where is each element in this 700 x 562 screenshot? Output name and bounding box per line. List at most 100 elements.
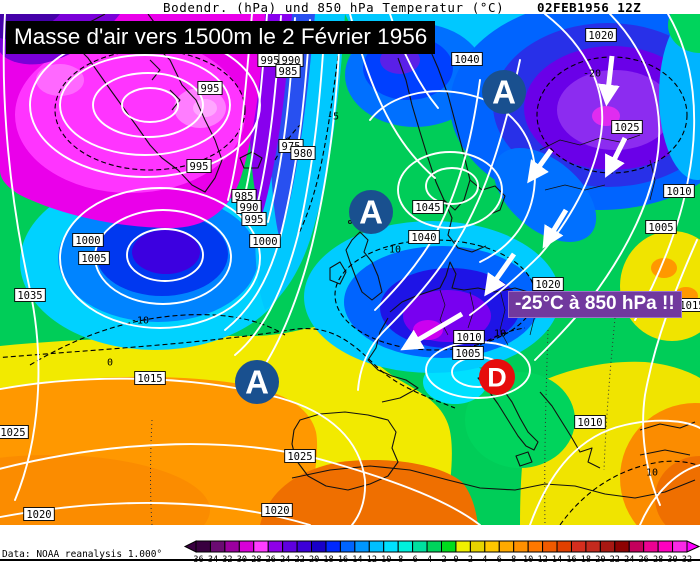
pressure-label: 1020 [588, 30, 613, 42]
colorbar-cell [253, 540, 269, 553]
colorbar-tick-label: 20 [595, 555, 605, 562]
colorbar-cell [614, 540, 630, 553]
colorbar-tick-label: 24 [624, 555, 634, 562]
pressure-label-box [532, 277, 564, 291]
colorbar-tick-label: 0 [453, 555, 458, 562]
colorbar-cell [585, 540, 601, 553]
colorbar-tick-label: 2 [468, 555, 473, 562]
wind-arrow [542, 208, 569, 249]
pressure-label: 1020 [535, 279, 560, 291]
pressure-center-markers: A A A D [235, 70, 526, 404]
pressure-label-box [186, 159, 212, 173]
pressure-label: 990 [282, 55, 301, 67]
pressure-center-circle [482, 70, 526, 114]
colorbar-cell [354, 540, 370, 553]
colorbar-cell [484, 540, 500, 553]
wind-arrow [400, 311, 464, 351]
pressure-label-box [0, 425, 29, 439]
pressure-label: 995 [261, 55, 280, 67]
bottom-border [0, 559, 700, 561]
colorbar-tick-label: 8 [511, 555, 516, 562]
credits-text: Data: NOAA reanalysis 1.000° (C) Wetterz… [2, 526, 162, 562]
colorbar-cell [311, 540, 327, 553]
pressure-label: 1040 [411, 232, 436, 244]
pressure-label-box [574, 415, 606, 429]
colorbar-cell [339, 540, 356, 553]
isotherm-label: -20 [583, 69, 601, 80]
pressure-label: 990 [240, 202, 259, 214]
europe-coast [389, 261, 556, 313]
wind-arrow [605, 136, 628, 178]
pressure-label: 1005 [81, 253, 106, 265]
pressure-label-box [284, 449, 316, 463]
colorbar-left-arrow [183, 540, 197, 553]
pressure-label: 995 [245, 214, 264, 226]
colorbar-cell [368, 540, 385, 553]
colorbar-cell [412, 540, 428, 553]
pressure-label: 1000 [75, 235, 100, 247]
isotherm-label: 10 [494, 329, 506, 340]
pressure-label-box [261, 503, 293, 517]
colorbar-tick-label: -24 [275, 555, 290, 562]
colorbar-tick-label: 22 [610, 555, 620, 562]
wind-arrow [527, 148, 554, 184]
header-title: Bodendr. (hPa) und 850 hPa Temperatur (°… [163, 0, 505, 15]
pressure-center-circle [349, 190, 393, 234]
pressure-label-box [249, 234, 281, 248]
colorbar-cell [657, 540, 674, 553]
pressure-label-box [72, 233, 104, 247]
colorbar-tick-label: 12 [537, 555, 547, 562]
colorbar-tick-label: 32 [682, 555, 692, 562]
pressure-center-letter: D [487, 362, 507, 392]
colorbar-cell [498, 540, 515, 553]
colorbar-cell [426, 540, 443, 553]
isotherm-label: 10 [646, 468, 658, 479]
pressure-label: 1020 [264, 505, 289, 517]
colorbar-tick-label: -36 [188, 555, 203, 562]
scandinavia-coast [397, 27, 471, 211]
ireland-coast [329, 261, 347, 285]
pressure-label-box [197, 81, 223, 95]
pressure-label: 995 [201, 83, 220, 95]
colorbar-tick-label: -20 [304, 555, 319, 562]
pressure-label-box [663, 184, 695, 198]
colorbar-tick-label: 14 [552, 555, 562, 562]
pressure-label-box [134, 371, 166, 385]
colorbar-cell [542, 540, 558, 553]
graticule [150, 317, 616, 525]
pressure-label: 1010 [456, 332, 481, 344]
map-title-overlay: Masse d'air vers 1500m le 2 Février 1956 [6, 21, 436, 54]
pressure-center-circle [479, 359, 515, 395]
isotherm-label: 0 [107, 358, 113, 369]
colorbar-tick-label: -6 [407, 555, 417, 562]
isotherm-label: -5 [327, 112, 339, 123]
colorbar-cell [441, 540, 457, 553]
africa-coast [291, 465, 696, 499]
colorbar-tick-label: -10 [376, 555, 391, 562]
colorbar-tick-label: -18 [318, 555, 333, 562]
pressure-label: 1005 [455, 348, 480, 360]
pressure-label-box [14, 288, 46, 302]
pressure-label: 1025 [614, 122, 639, 134]
map-footer: Data: NOAA reanalysis 1.000° (C) Wetterz… [0, 525, 700, 562]
pressure-label: 1020 [26, 509, 51, 521]
temperature-colorbar: -36-34-32-30-28-26-24-22-20-18-16-14-12-… [183, 540, 700, 562]
pressure-label-box [412, 200, 444, 214]
pressure-label: 995 [190, 161, 209, 173]
colorbar-tick-label: 26 [639, 555, 649, 562]
isotherm-label: -10 [131, 316, 149, 327]
pressure-center-letter: A [359, 193, 383, 230]
colorbar-cell [556, 540, 572, 553]
colorbar-cell [325, 540, 341, 553]
wind-arrow [597, 55, 620, 107]
colorbar-cell [672, 540, 688, 553]
colorbar-cell [643, 540, 659, 553]
colorbar-cell [397, 540, 414, 553]
pressure-label: 1005 [648, 222, 673, 234]
colorbar-cell [296, 540, 313, 553]
pressure-label-box [645, 220, 677, 234]
wind-arrow [484, 252, 517, 297]
pressure-label: 1015 [137, 373, 162, 385]
colorbar-cell [195, 540, 211, 553]
